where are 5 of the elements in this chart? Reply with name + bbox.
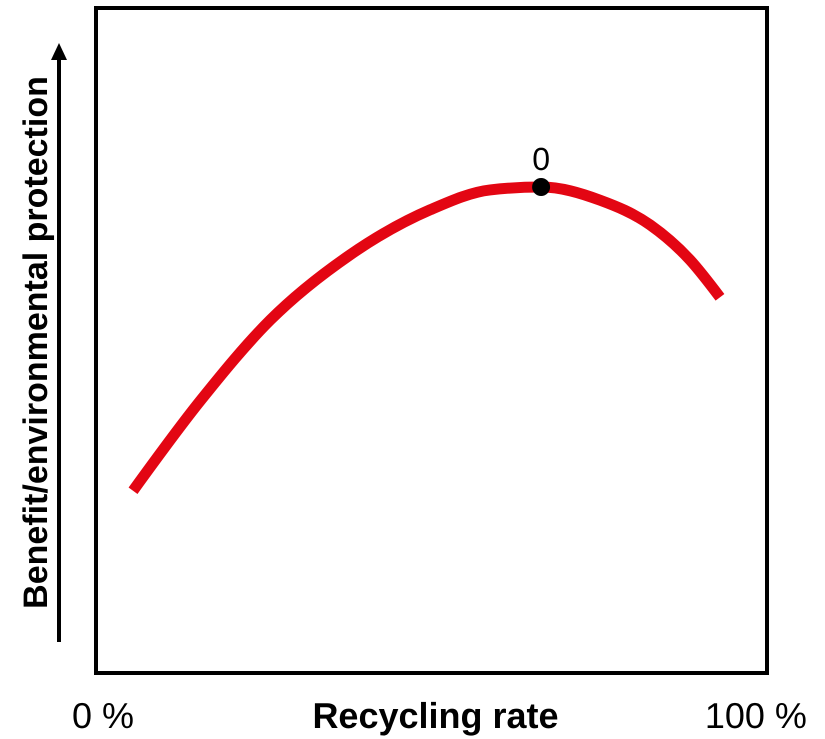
x-axis-title: Recycling rate	[312, 695, 559, 736]
annotation: 0	[532, 141, 550, 177]
y-axis-title: Benefit/environmental protection	[17, 76, 55, 609]
x-tick-label: 0 %	[72, 695, 134, 736]
x-tick-label: 100 %	[704, 695, 807, 736]
